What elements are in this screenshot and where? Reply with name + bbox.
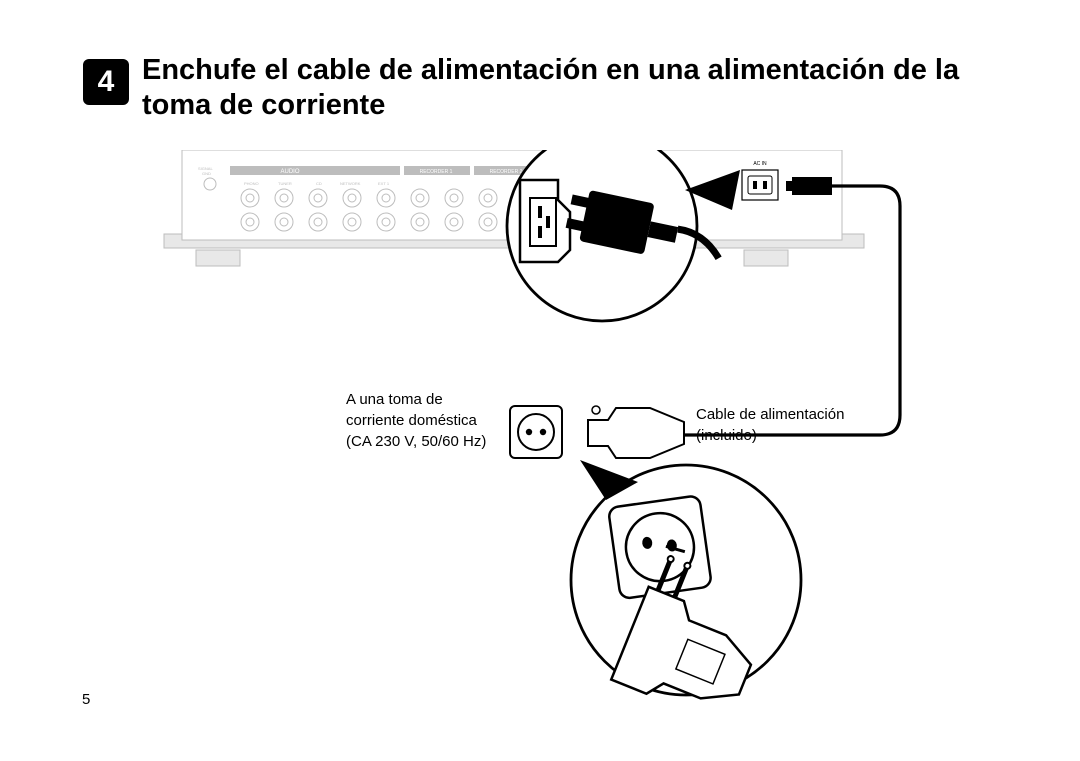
cable-caption: Cable de alimentación(incluido)	[696, 404, 844, 446]
svg-text:GND: GND	[202, 171, 211, 176]
svg-text:AC IN: AC IN	[753, 161, 767, 167]
iec-plug-small	[786, 177, 832, 195]
svg-text:RECORDER 2: RECORDER 2	[490, 169, 523, 175]
step-title: Enchufe el cable de alimentación en una …	[142, 53, 972, 123]
svg-text:PHONO: PHONO	[244, 181, 259, 186]
step-number-badge: 4	[83, 59, 129, 105]
wall-outlet-callout	[571, 460, 801, 710]
svg-text:EXT 1: EXT 1	[378, 181, 390, 186]
power-plug-small	[588, 406, 684, 458]
svg-text:CD: CD	[316, 181, 322, 186]
page-number: 5	[82, 691, 90, 708]
svg-text:TUNER: TUNER	[278, 181, 292, 186]
wall-outlet-small	[510, 406, 562, 458]
outlet-caption: A una toma decorriente doméstica(CA 230 …	[346, 389, 486, 452]
svg-text:NETWORK: NETWORK	[340, 181, 361, 186]
svg-text:AUDIO: AUDIO	[280, 169, 299, 175]
svg-text:RECORDER 1: RECORDER 1	[420, 169, 453, 175]
